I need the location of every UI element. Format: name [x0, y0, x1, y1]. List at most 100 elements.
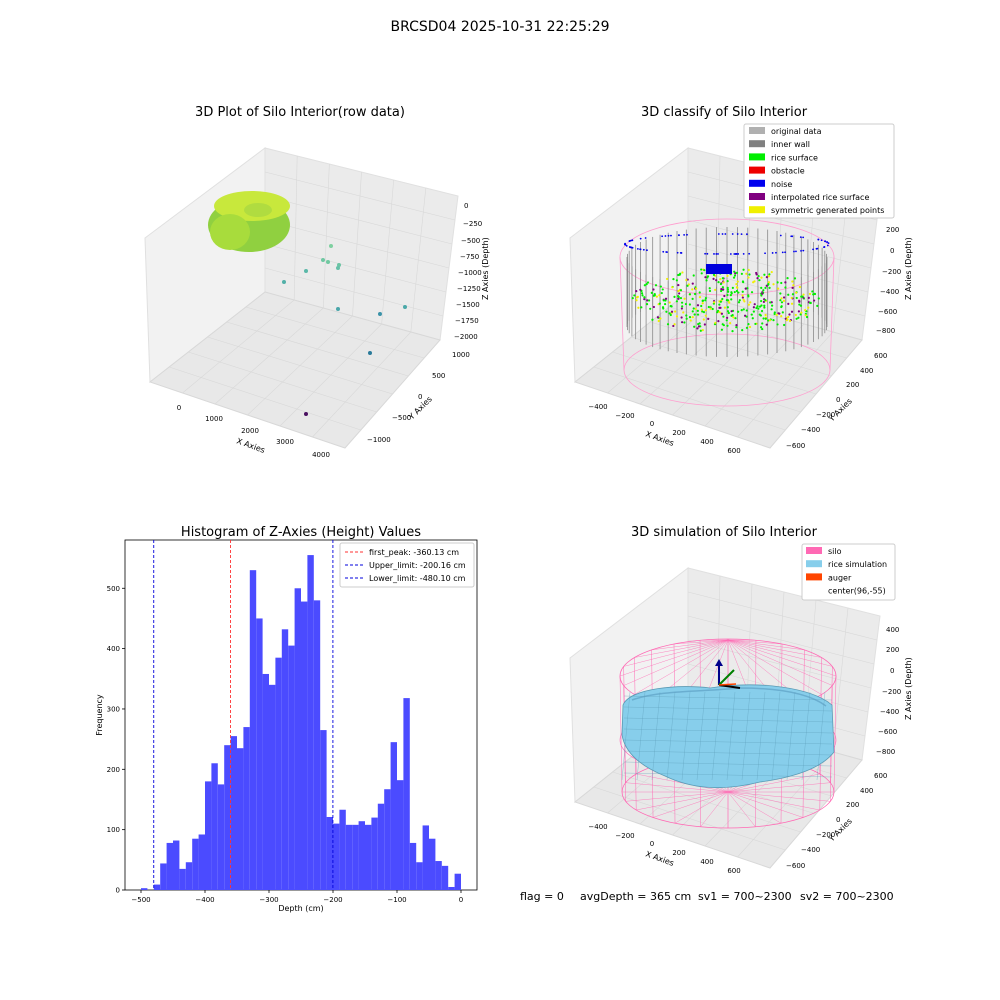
- classify-noise-point: [644, 237, 647, 239]
- classify-surface-point: [699, 329, 702, 332]
- classify-surface-point: [719, 282, 723, 286]
- classify-noise-point: [820, 239, 823, 242]
- sim-mesh-line: [623, 772, 833, 778]
- classify-surface-point: [764, 286, 767, 289]
- classify-surface-point: [767, 319, 770, 322]
- classify-surface-point: [736, 280, 739, 283]
- classify-noise-point: [717, 253, 719, 255]
- classify-surface-point: [761, 292, 764, 295]
- classify-surface-point: [677, 297, 680, 300]
- classify-surface-point: [677, 283, 680, 287]
- classify-surface-point: [631, 297, 634, 300]
- classify-surface-point: [747, 303, 750, 306]
- classify-surface-point: [791, 293, 795, 296]
- histogram-bar: [441, 865, 449, 890]
- classify-surface-point: [685, 314, 688, 317]
- classify-legend-label: original data: [771, 127, 822, 136]
- classify-surface-point: [805, 315, 809, 319]
- histogram-title: Histogram of Z-Axies (Height) Values: [181, 525, 421, 540]
- classify-noise-point: [636, 247, 639, 250]
- sim-x-axis-label: X Axies: [644, 849, 675, 868]
- classify-surface-point: [668, 312, 671, 315]
- classify-surface-point: [650, 291, 653, 294]
- classify-surface-point: [658, 302, 661, 305]
- classify-legend-label: rice surface: [771, 153, 818, 162]
- classify-noise-point: [625, 244, 628, 247]
- sim-silo-vertical: [619, 675, 623, 793]
- classify-surface-point: [801, 295, 804, 298]
- classify-surface-point: [726, 310, 730, 313]
- classify-surface-point: [723, 294, 726, 298]
- classify-legend-label: noise: [771, 180, 792, 189]
- raw-scatter-point: [326, 260, 330, 264]
- sim-rice-body: [621, 684, 835, 789]
- classify-surface-point: [708, 289, 712, 293]
- classify-noise-point: [642, 248, 645, 251]
- auger-z-arrowhead: [715, 659, 723, 666]
- sim-legend-items: silo rice simulation auger center(96,-55): [806, 547, 887, 596]
- classify-noise-point: [800, 249, 802, 252]
- classify-surface-point: [685, 278, 688, 282]
- classify-legend-swatch: [749, 179, 765, 187]
- histogram-bar: [262, 673, 269, 890]
- histogram-bar: [320, 730, 327, 890]
- classify-surface-point: [770, 270, 773, 274]
- classify-surface-point: [812, 293, 815, 296]
- classify-surface-point: [791, 286, 794, 290]
- sim-silo-roof: [651, 639, 729, 651]
- classify-surface-point: [780, 305, 783, 309]
- classify-ztick: −200: [882, 268, 901, 276]
- raw-blob-hole: [244, 203, 272, 217]
- grid-line: [737, 751, 834, 858]
- histogram-legend-items: first_peak: -360.13 cm Upper_limit: -200.…: [345, 548, 466, 583]
- sim-mesh-line: [623, 717, 833, 723]
- histogram-bar: [422, 825, 429, 890]
- classify-surface-point: [750, 313, 753, 316]
- classify-surface-point: [790, 302, 794, 305]
- classify-surface-point: [802, 293, 805, 296]
- classify-surface-point: [735, 283, 738, 286]
- classify-noise-point: [724, 233, 727, 235]
- classify-surface-point: [787, 293, 790, 296]
- classify-surface-point: [704, 314, 707, 317]
- classify-surface-point: [747, 295, 750, 298]
- classify-surface-point: [681, 271, 684, 274]
- grid-line: [737, 331, 834, 438]
- classify-noise-point: [664, 235, 667, 237]
- classify-surface-point: [726, 316, 729, 319]
- classify-surface-point: [786, 277, 789, 280]
- classify-surface-point: [780, 301, 784, 304]
- status-avg-depth: avgDepth = 365 cm: [580, 890, 691, 903]
- histogram-bar: [269, 684, 276, 890]
- classify-surface-point: [718, 303, 721, 306]
- classify-surface-point: [754, 322, 757, 326]
- classify-surface-point: [768, 286, 771, 289]
- classify-noise-point: [793, 250, 795, 253]
- classify-surface-point: [772, 283, 775, 286]
- classify-noise-point: [646, 249, 648, 252]
- classify-surface-point: [635, 290, 638, 293]
- classify-noise-point: [667, 234, 670, 237]
- classify-noise-point: [670, 234, 672, 237]
- raw-xtick: 1000: [205, 415, 223, 423]
- simulation-legend: silo rice simulation auger center(96,-55): [801, 543, 896, 601]
- classify-surface-point: [679, 296, 683, 300]
- sim-legend-box: [801, 543, 896, 601]
- classify-surface-point: [709, 307, 712, 310]
- classify-surface-point: [656, 316, 660, 319]
- classify-surface-point: [669, 304, 672, 308]
- sim-silo-floor-spoke: [652, 791, 729, 818]
- classify-surface-point: [665, 310, 668, 313]
- classify-surface-point: [700, 268, 703, 271]
- classify-legend-swatch: [749, 140, 765, 148]
- classify-surface-point: [755, 271, 758, 275]
- classify-surface-point: [741, 294, 744, 297]
- histogram-bar: [294, 588, 301, 890]
- classify-noise-point: [791, 235, 794, 238]
- classify-surface-point: [661, 306, 665, 309]
- classify-surface-point: [691, 288, 694, 291]
- classify-surface-point: [693, 313, 696, 316]
- classify-surface-point: [795, 291, 798, 294]
- classify-surface-point: [680, 316, 683, 319]
- raw-ztick: 0: [464, 202, 468, 210]
